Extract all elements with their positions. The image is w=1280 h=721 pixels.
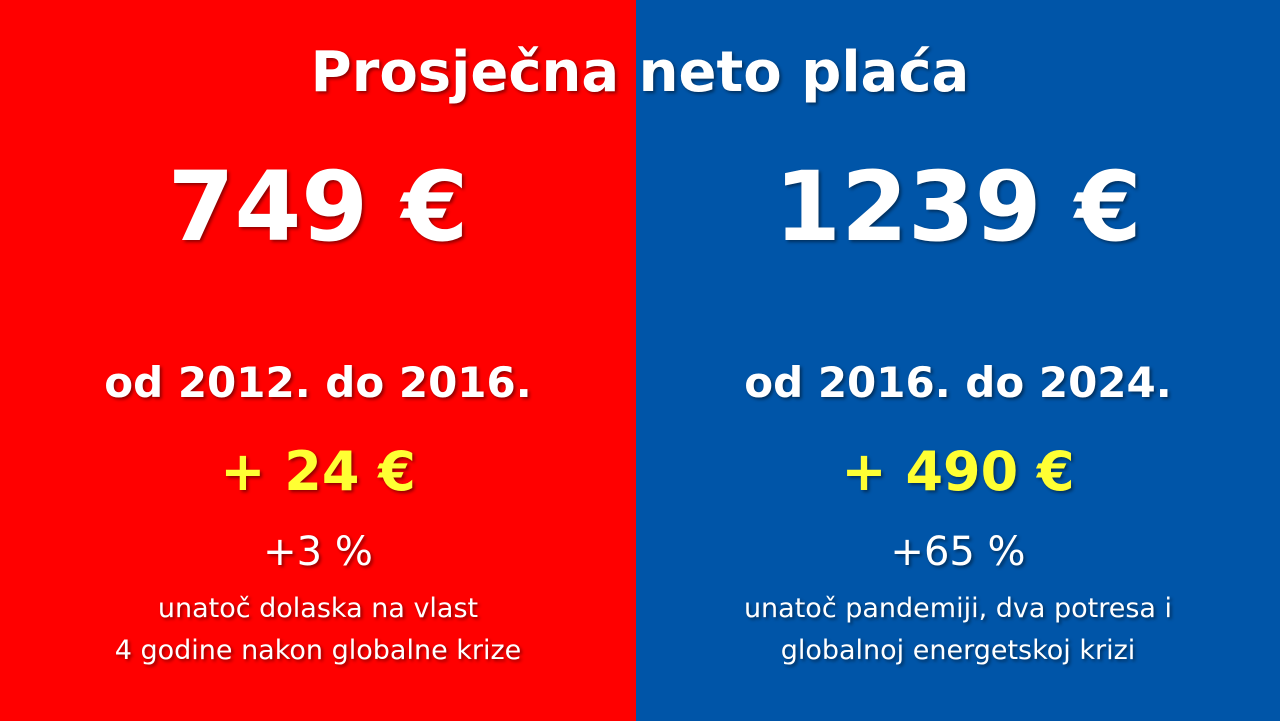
left-note: unatoč dolaska na vlast 4 godine nakon g… [0,588,636,672]
right-note-line-1: unatoč pandemiji, dva potresa i [743,593,1173,624]
right-note-line-2: globalnoj energetskoj krizi [780,635,1136,666]
right-panel: 1239 € od 2016. do 2024. + 490 € +65 % u… [636,0,1280,721]
left-amount: 749 € [167,151,469,263]
left-percent: +3 % [263,529,373,575]
right-percent: +65 % [890,529,1026,575]
page-title: Prosječna neto plaća [310,40,970,105]
right-note: unatoč pandemiji, dva potresa i globalno… [636,588,1280,672]
left-period: od 2012. do 2016. [104,358,532,407]
left-note-line-1: unatoč dolaska na vlast [157,593,479,624]
left-change: + 24 € [220,440,416,503]
right-change: + 490 € [841,440,1075,503]
left-panel: 749 € od 2012. do 2016. + 24 € +3 % unat… [0,0,636,721]
right-period: od 2016. do 2024. [744,358,1172,407]
right-amount: 1239 € [774,151,1142,263]
left-note-line-2: 4 godine nakon globalne krize [114,635,522,666]
